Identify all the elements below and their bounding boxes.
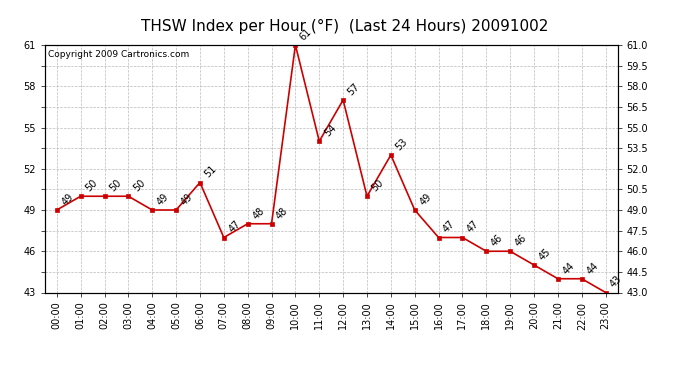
- Text: 50: 50: [107, 178, 123, 194]
- Text: 49: 49: [417, 192, 433, 207]
- Text: 57: 57: [346, 81, 362, 97]
- Text: 45: 45: [537, 246, 553, 262]
- Text: 46: 46: [489, 233, 505, 249]
- Text: 50: 50: [370, 178, 386, 194]
- Text: 43: 43: [609, 274, 624, 290]
- Text: 53: 53: [393, 136, 409, 152]
- Text: 44: 44: [584, 260, 600, 276]
- Text: 48: 48: [250, 205, 266, 221]
- Text: 54: 54: [322, 123, 338, 138]
- Text: THSW Index per Hour (°F)  (Last 24 Hours) 20091002: THSW Index per Hour (°F) (Last 24 Hours)…: [141, 19, 549, 34]
- Text: 49: 49: [59, 192, 75, 207]
- Text: 48: 48: [275, 205, 290, 221]
- Text: 47: 47: [465, 219, 481, 235]
- Text: 49: 49: [155, 192, 170, 207]
- Text: 47: 47: [442, 219, 457, 235]
- Text: 61: 61: [298, 27, 314, 42]
- Text: 47: 47: [226, 219, 242, 235]
- Text: 44: 44: [561, 260, 576, 276]
- Text: Copyright 2009 Cartronics.com: Copyright 2009 Cartronics.com: [48, 50, 189, 59]
- Text: 50: 50: [131, 178, 147, 194]
- Text: 46: 46: [513, 233, 529, 249]
- Text: 51: 51: [203, 164, 219, 180]
- Text: 50: 50: [83, 178, 99, 194]
- Text: 49: 49: [179, 192, 195, 207]
